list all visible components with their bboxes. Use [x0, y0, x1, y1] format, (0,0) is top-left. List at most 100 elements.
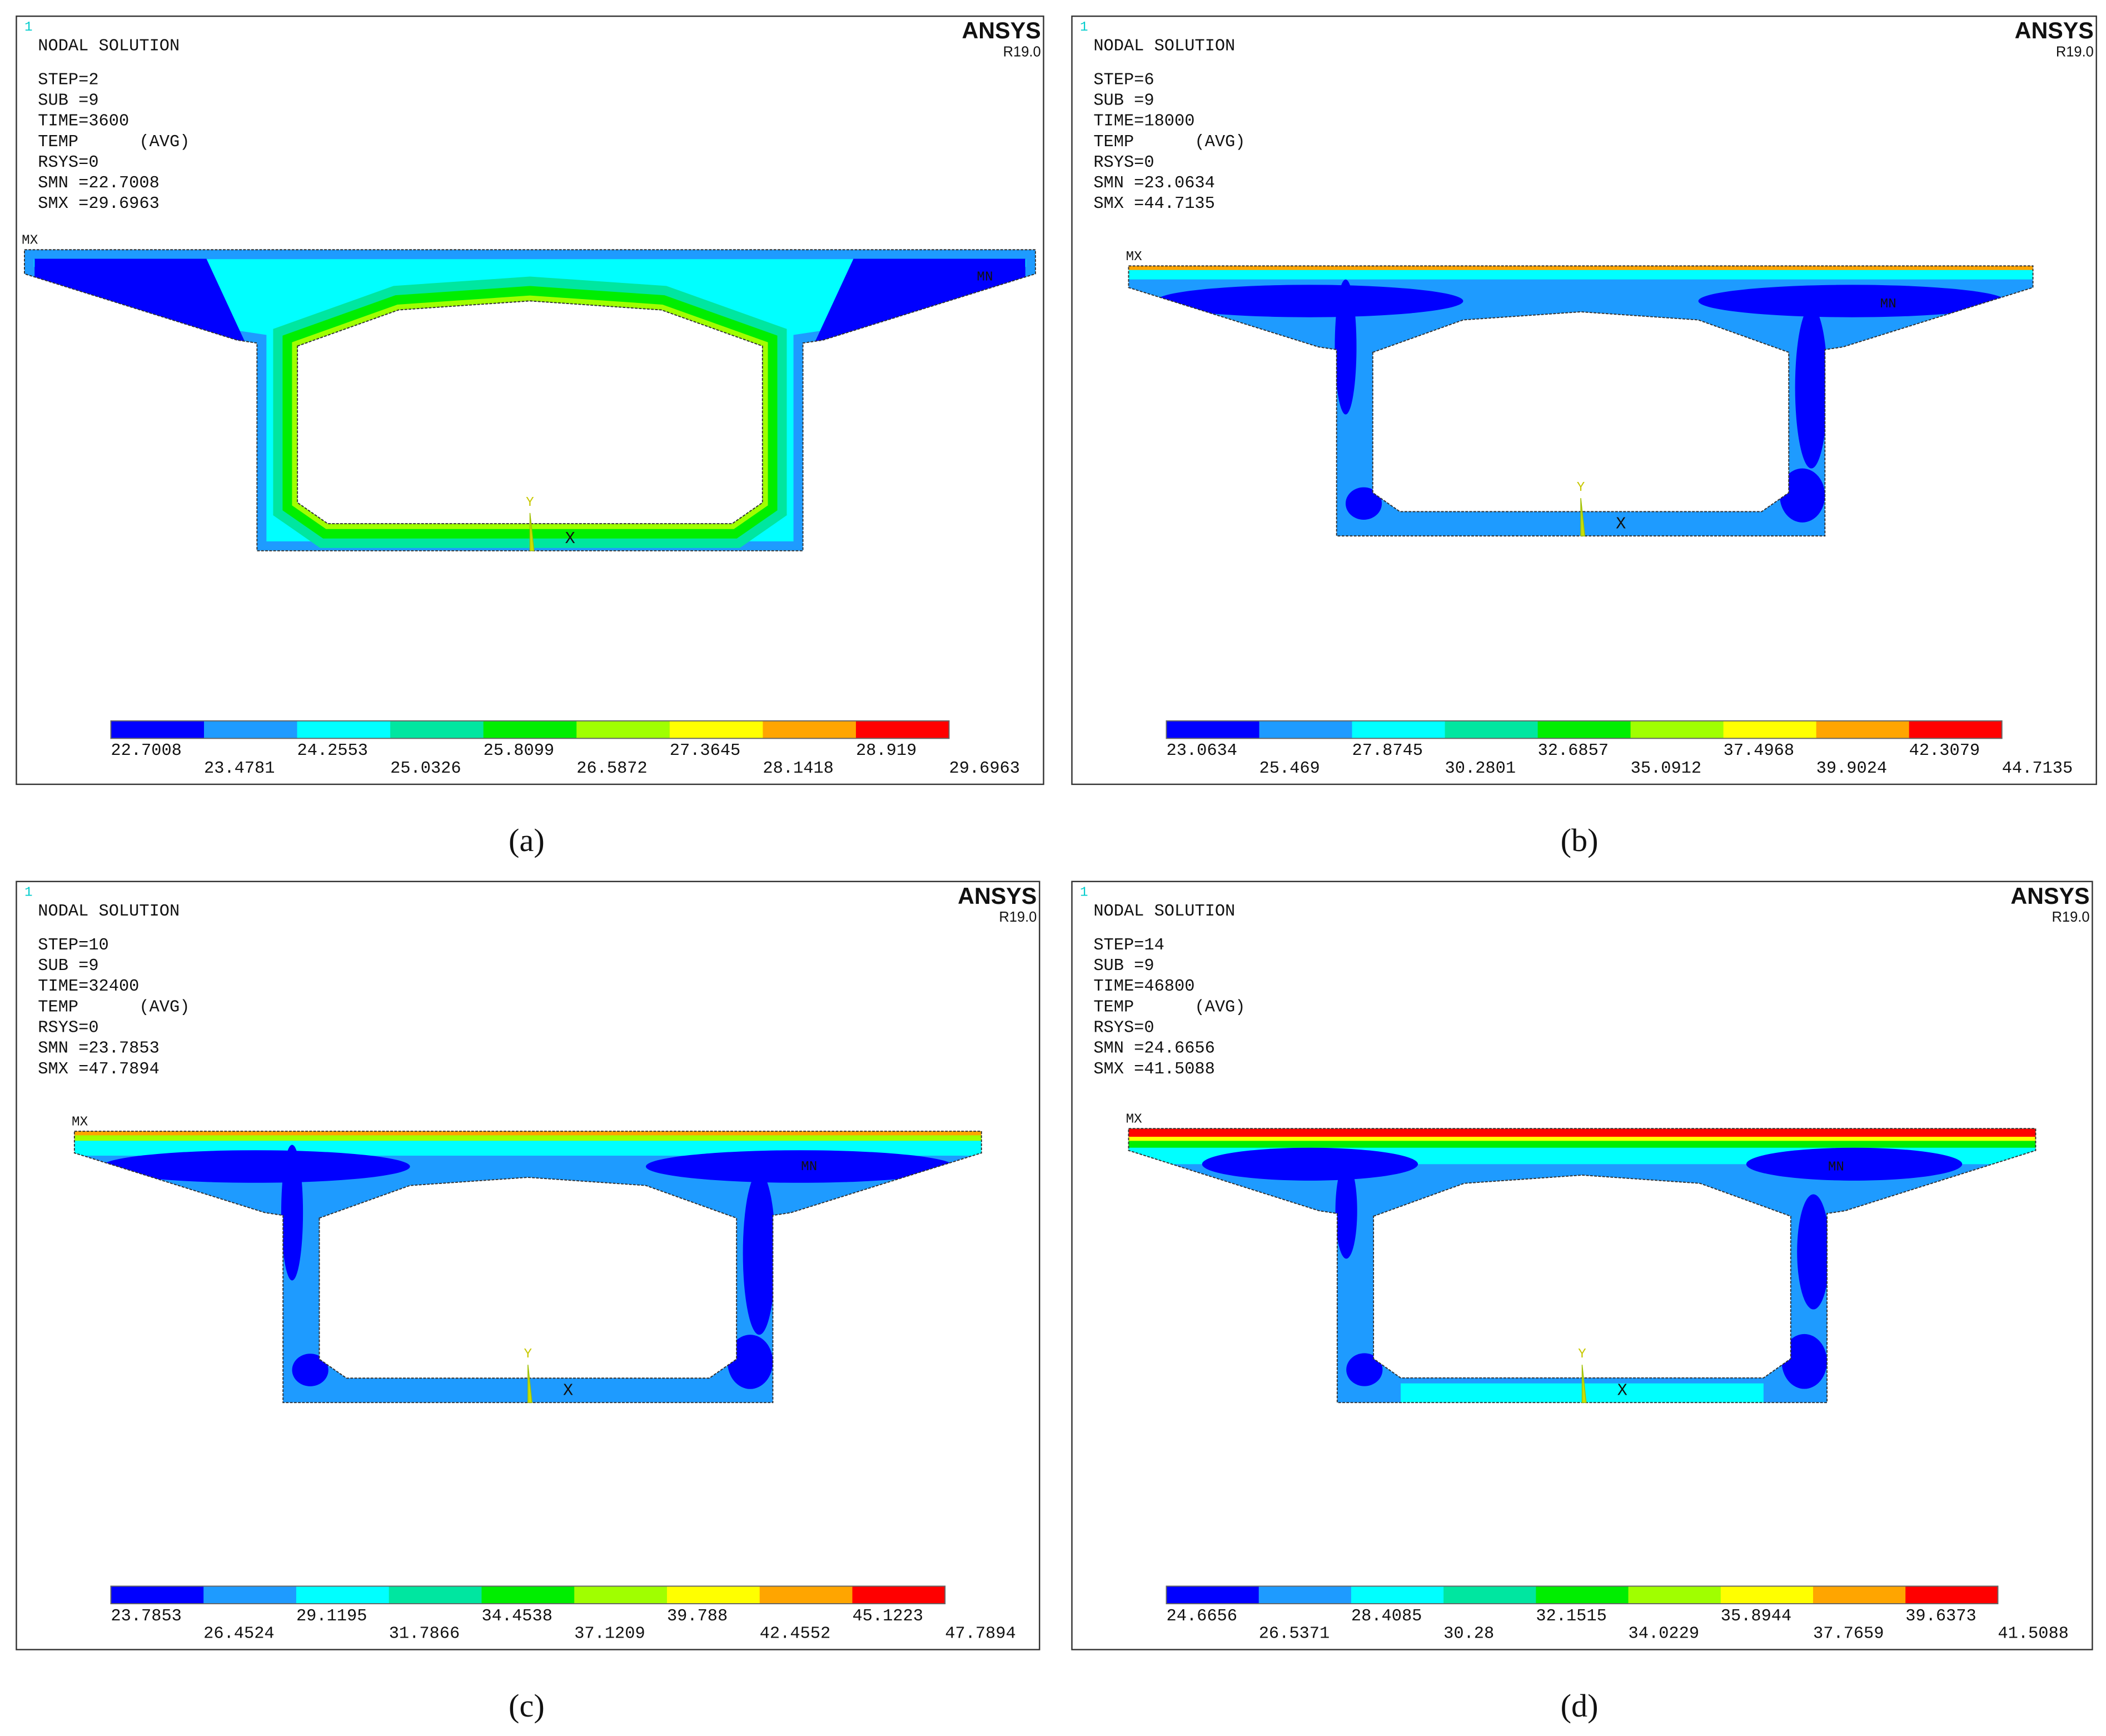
- contour-blob: [743, 1172, 776, 1335]
- legend-label: 24.2553: [297, 742, 368, 760]
- legend-swatch: [1445, 720, 1539, 739]
- result-info: SMX =29.6963: [38, 195, 160, 213]
- legend-swatch: [297, 720, 391, 739]
- frame-number: 1: [1080, 20, 1088, 35]
- result-info: RSYS=0: [1093, 153, 1154, 172]
- section-outline: [1128, 1128, 2037, 1404]
- legend-swatch: [203, 1586, 297, 1604]
- result-title: NODAL SOLUTION: [1093, 902, 1235, 921]
- section-outline: [24, 249, 1036, 551]
- legend-label: 39.6373: [1905, 1607, 1976, 1626]
- result-info: TEMP (AVG): [38, 133, 190, 152]
- legend-swatch: [1536, 1586, 1629, 1604]
- contour-blob: [101, 1150, 410, 1183]
- min-marker: MN: [977, 270, 993, 285]
- result-info: SMN =24.6656: [1093, 1039, 1215, 1058]
- min-marker: MN: [801, 1160, 817, 1175]
- axis-triad: [529, 513, 535, 551]
- legend-swatch: [390, 720, 484, 739]
- version: R19.0: [2052, 909, 2090, 925]
- contour-blob: [645, 1150, 954, 1183]
- legend-label: 28.4085: [1351, 1607, 1422, 1626]
- legend-label: 26.4524: [203, 1624, 274, 1643]
- legend-label: 31.7866: [389, 1624, 460, 1643]
- contour-blob: [1781, 1334, 1828, 1389]
- result-info: STEP=14: [1093, 936, 1164, 955]
- legend-swatch: [1816, 720, 1910, 739]
- legend-label: 41.5088: [1998, 1624, 2068, 1643]
- panel-caption: (d): [1561, 1688, 1599, 1724]
- panel-frame: [16, 881, 1040, 1650]
- legend-label: 34.4538: [481, 1607, 552, 1626]
- result-info: SUB =9: [38, 91, 98, 110]
- axis-y-label: Y: [526, 495, 534, 510]
- result-info: TIME=46800: [1093, 977, 1194, 996]
- legend-label: 45.1223: [852, 1607, 923, 1626]
- legend-swatch: [203, 720, 298, 739]
- contour-band: [1128, 266, 2033, 270]
- legend-label: 47.7894: [945, 1624, 1015, 1643]
- axis-x-label: X: [565, 530, 575, 549]
- result-title: NODAL SOLUTION: [38, 902, 180, 921]
- contour-blob: [1335, 279, 1357, 415]
- legend-label: 32.1515: [1536, 1607, 1606, 1626]
- legend-swatch: [1258, 1586, 1352, 1604]
- max-marker: MX: [1126, 250, 1143, 265]
- result-info: SMN =23.0634: [1093, 174, 1215, 193]
- legend-swatch: [1351, 1586, 1444, 1604]
- frame-number: 1: [1080, 886, 1088, 901]
- max-marker: MX: [22, 233, 38, 248]
- legend-label: 29.1195: [296, 1607, 367, 1626]
- result-info: STEP=6: [1093, 71, 1154, 89]
- contour-band: [1128, 1128, 2036, 1137]
- contour-blob: [813, 258, 1025, 346]
- axis-triad: [527, 1365, 532, 1403]
- legend-swatch: [1443, 1586, 1537, 1604]
- legend-swatch: [1352, 720, 1446, 739]
- result-info: SUB =9: [1093, 957, 1154, 976]
- legend-label: 37.4968: [1724, 742, 1794, 760]
- legend-frame: [1166, 1585, 1999, 1604]
- axis-x-label: X: [563, 1381, 573, 1400]
- legend-swatch: [1905, 1586, 1999, 1604]
- panel-frame: [1071, 15, 2097, 785]
- axis-triad: [1581, 1365, 1587, 1403]
- result-info: RSYS=0: [38, 1019, 98, 1038]
- legend-label: 42.3079: [1909, 742, 1980, 760]
- legend-label: 22.7008: [111, 742, 181, 760]
- contour-blob: [292, 1354, 328, 1386]
- section-outline: [1128, 265, 2034, 537]
- min-marker: MN: [1828, 1160, 1844, 1175]
- result-info: SUB =9: [1093, 91, 1154, 110]
- legend-label: 23.7853: [111, 1607, 181, 1626]
- panel-frame: [16, 15, 1044, 785]
- legend-label: 29.6963: [949, 759, 1020, 778]
- result-info: RSYS=0: [1093, 1019, 1154, 1038]
- legend-label: 39.788: [667, 1607, 728, 1626]
- result-info: TEMP (AVG): [38, 998, 190, 1017]
- legend-swatch: [1723, 720, 1817, 739]
- contour-blob: [34, 258, 247, 346]
- legend-label: 28.919: [856, 742, 917, 760]
- contour-blob: [1698, 285, 2006, 317]
- legend-label: 24.6656: [1166, 1607, 1237, 1626]
- legend-label: 34.0229: [1629, 1624, 1699, 1643]
- legend-swatch: [666, 1586, 760, 1604]
- contour-blob: [1335, 1162, 1357, 1259]
- section-outline: [73, 1131, 982, 1404]
- axis-y-label: Y: [1578, 1347, 1586, 1362]
- result-info: SMN =22.7008: [38, 174, 160, 193]
- legend-label: 42.4552: [760, 1624, 830, 1643]
- brand: ANSYS: [962, 18, 1040, 43]
- legend-swatch: [576, 720, 670, 739]
- contour-blob: [1746, 1147, 1963, 1181]
- legend-label: 37.1209: [574, 1624, 645, 1643]
- result-info: SMN =23.7853: [38, 1039, 160, 1058]
- legend-swatch: [759, 1586, 853, 1604]
- result-info: STEP=2: [38, 71, 98, 89]
- legend-label: 30.28: [1443, 1624, 1494, 1643]
- legend-label: 30.2801: [1445, 759, 1516, 778]
